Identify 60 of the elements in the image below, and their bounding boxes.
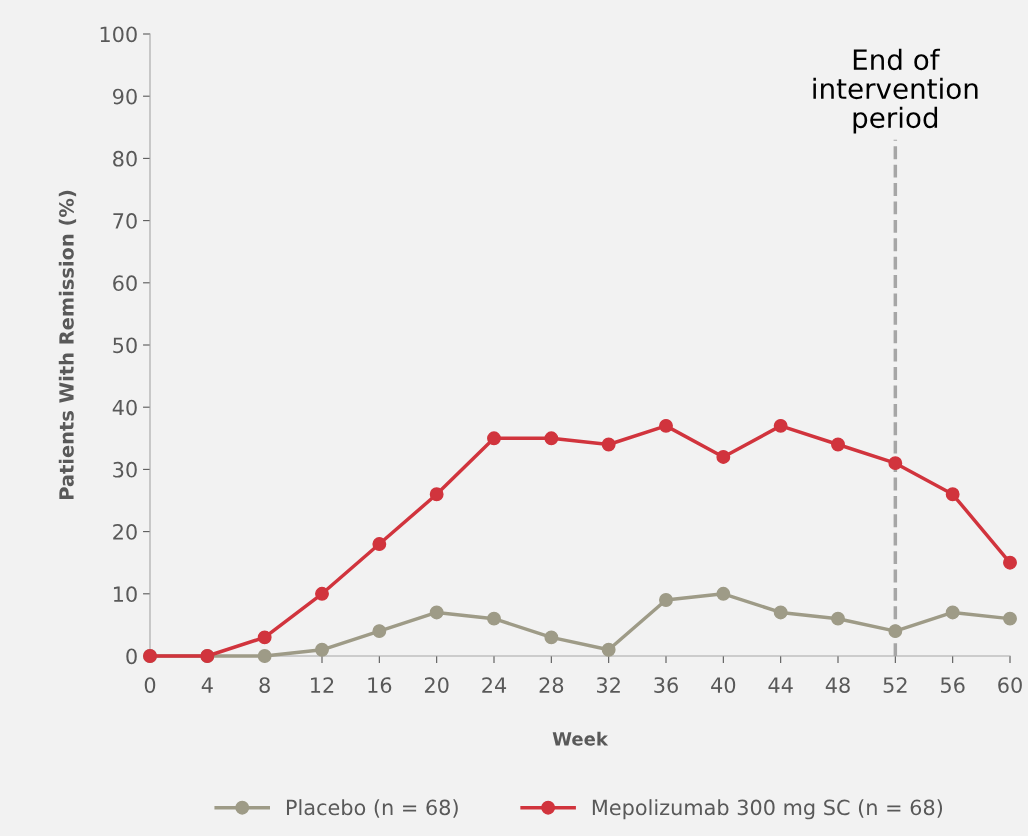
y-tick-label: 100 [100,26,137,43]
x-tick-label: 16 [368,677,392,693]
y-tick-label: 60 [113,275,137,292]
x-tick-label: 60 [998,677,1022,693]
y-tick-label: 10 [113,586,137,603]
x-tick-label: 44 [768,677,793,693]
x-tick-label: 36 [654,677,678,693]
point [601,437,616,452]
y-tick-label: 50 [113,337,137,354]
x-tick-label: 52 [883,677,907,693]
x-tick-label: 0 [144,677,156,693]
point [601,642,616,657]
point [945,487,960,502]
point [487,611,501,626]
point [315,586,329,601]
point [716,450,731,464]
x-tick-label: 28 [539,677,564,693]
point [544,630,559,645]
point [888,624,903,639]
y-tick-label: 90 [113,88,137,105]
point [773,605,788,620]
point [257,649,272,663]
y-axis-title: Patients With Remission (%) [58,190,77,500]
point [315,642,329,657]
x-tick-label: 12 [311,677,334,693]
point [773,418,788,433]
point [372,537,387,551]
legend-label: Placebo (n = 68) [286,799,458,818]
x-tick-label: 32 [597,677,620,693]
legend-label: Mepolizumab 300 mg SC (n = 68) [592,799,943,820]
y-tick-label: 30 [113,461,137,478]
x-tick-label: 8 [259,677,270,693]
point [659,418,673,433]
y-tick-label: 80 [113,150,137,167]
point [831,611,845,626]
point [544,431,559,446]
x-tick-label: 24 [482,677,507,693]
point [716,586,731,601]
point [659,593,673,607]
y-tick-label: 70 [113,213,137,229]
point [945,605,960,620]
point [487,431,501,446]
x-axis-title: Week [552,731,609,746]
x-tick-label: 4 [201,677,213,693]
y-tick-label: 40 [112,399,137,416]
point [257,630,272,645]
point [429,605,444,620]
x-tick-label: 56 [941,677,965,693]
ref-line-label: End of intervention period [813,48,978,134]
point [372,624,387,639]
point [831,437,845,452]
y-tick-label: 20 [113,524,137,540]
point [429,487,444,502]
x-tick-label: 48 [825,677,850,693]
x-tick-label: 20 [424,677,449,693]
y-tick-label: 0 [126,648,137,665]
x-tick-label: 40 [711,677,736,693]
point [888,456,903,471]
point [1003,611,1017,626]
point [1003,555,1017,570]
